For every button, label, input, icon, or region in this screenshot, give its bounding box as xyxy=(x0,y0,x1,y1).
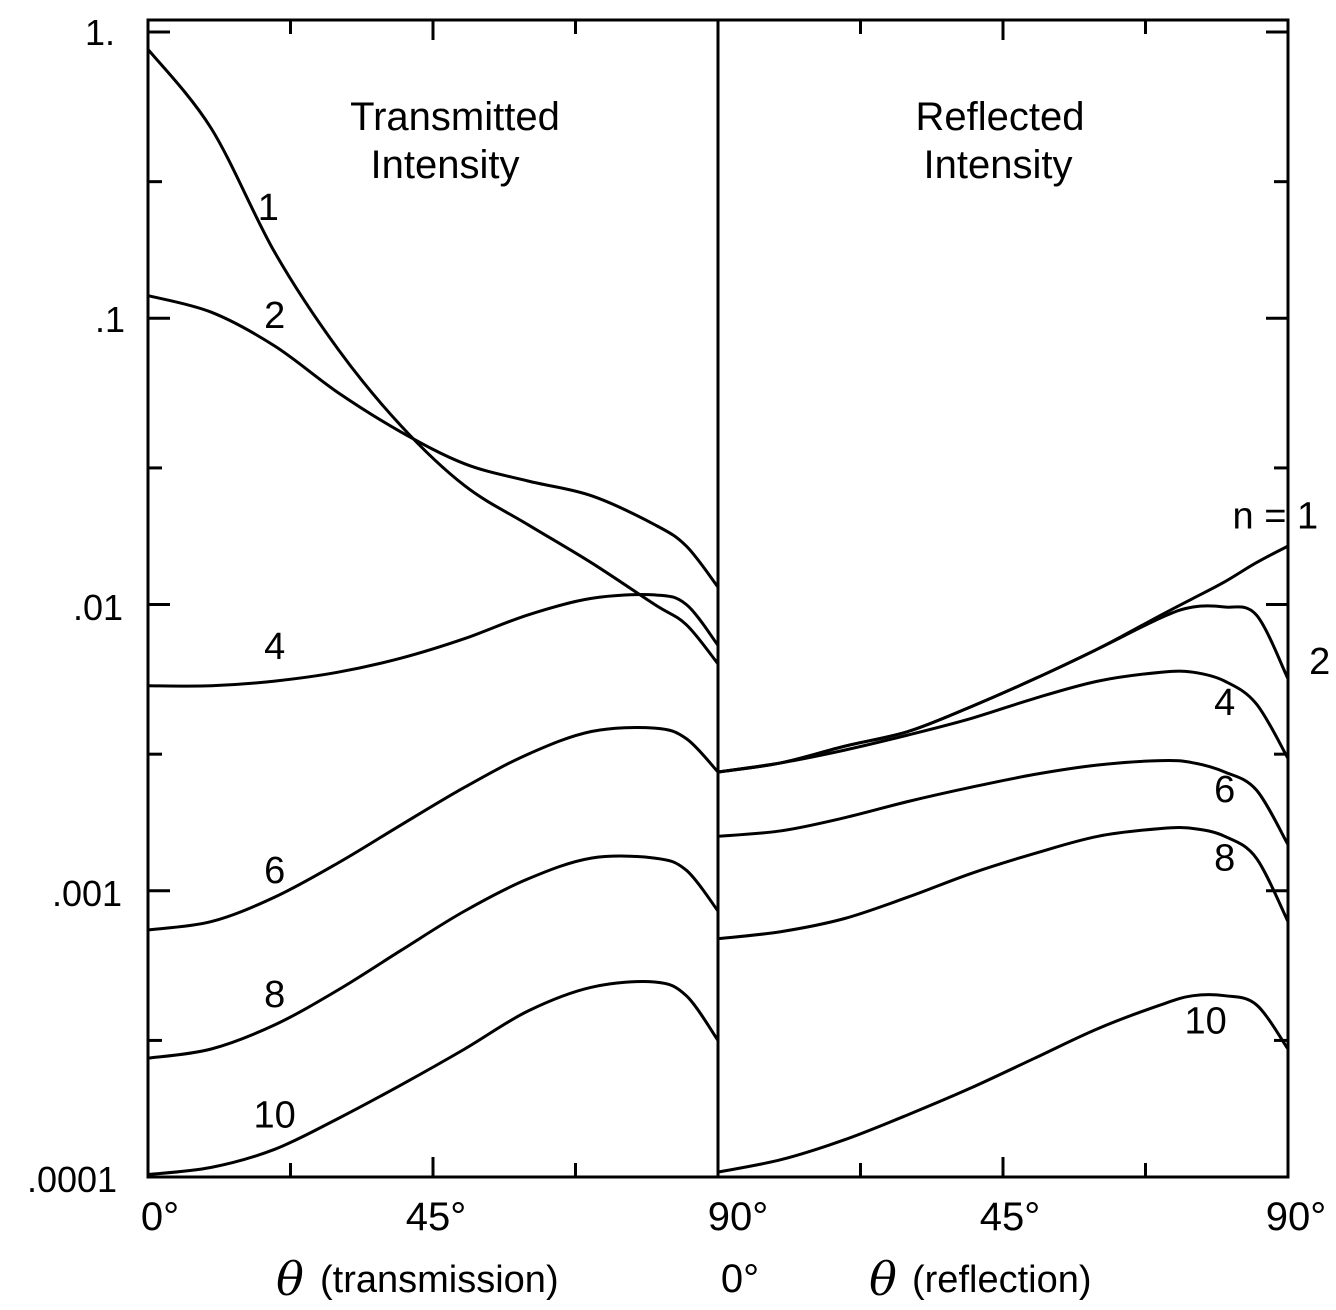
x-tick-label-refl-45: 45° xyxy=(980,1195,1041,1239)
curve-transmission-10 xyxy=(147,980,720,1176)
curve-reflection-n=1 xyxy=(717,544,1289,774)
y-tick-label-0.0001: .0001 xyxy=(27,1159,117,1200)
x-tick-label-refl-90: 90° xyxy=(1266,1195,1327,1239)
curve-transmission-2 xyxy=(147,294,720,589)
x-tick-label-trans-45: 45° xyxy=(406,1195,467,1239)
x-tick-label-refl-0: 0° xyxy=(721,1257,759,1301)
curve-reflection-6 xyxy=(717,758,1290,846)
curve-label-transmission-3: 6 xyxy=(264,850,285,892)
curve-label-reflection-0: n = 1 xyxy=(1233,496,1319,538)
curve-transmission-1 xyxy=(146,48,720,665)
curve-reflection-8 xyxy=(717,826,1290,941)
curve-label-reflection-3: 6 xyxy=(1214,769,1235,811)
curves xyxy=(146,48,1290,1176)
x-tick-label-trans-90: 90° xyxy=(708,1195,769,1239)
curve-reflection-4 xyxy=(717,669,1290,774)
curve-label-transmission-4: 8 xyxy=(264,974,285,1016)
curve-transmission-6 xyxy=(147,726,720,932)
x-title-transmission: (transmission) xyxy=(320,1259,559,1301)
x-title-theta-reflection: θ xyxy=(869,1252,897,1306)
y-tick-label-1: 1. xyxy=(85,12,115,53)
curve-label-transmission-1: 2 xyxy=(264,295,285,337)
transmitted-title-line-2: Intensity xyxy=(371,143,520,187)
curve-label-transmission-0: 1 xyxy=(258,187,279,229)
x-tick-label-trans-0: 0° xyxy=(141,1195,179,1239)
curve-transmission-8 xyxy=(147,854,720,1060)
curve-labels: 1 2 4 6 8 10 n = 1 2 4 6 8 10 xyxy=(254,187,1331,1136)
curve-label-reflection-2: 4 xyxy=(1214,682,1235,724)
x-title-theta-transmission: θ xyxy=(276,1252,304,1306)
transmitted-title-line-1: Transmitted xyxy=(350,95,560,139)
y-tick-label-0.1: .1 xyxy=(95,299,125,340)
curve-label-transmission-5: 10 xyxy=(254,1094,296,1136)
curve-label-reflection-5: 10 xyxy=(1185,1001,1227,1043)
curve-label-transmission-2: 4 xyxy=(264,626,285,668)
y-tick-label-0.01: .01 xyxy=(73,587,123,628)
axis-ticks xyxy=(148,20,1288,1179)
curve-transmission-4 xyxy=(147,593,720,688)
y-tick-label-0.001: .001 xyxy=(52,873,122,914)
curve-reflection-2 xyxy=(717,604,1290,774)
reflected-title-line-1: Reflected xyxy=(916,95,1085,139)
x-title-reflection: (reflection) xyxy=(912,1259,1092,1301)
reflected-title-line-2: Intensity xyxy=(924,143,1073,187)
curve-label-reflection-4: 8 xyxy=(1214,837,1235,879)
curve-label-reflection-1: 2 xyxy=(1309,641,1330,683)
curve-reflection-10 xyxy=(717,993,1290,1174)
